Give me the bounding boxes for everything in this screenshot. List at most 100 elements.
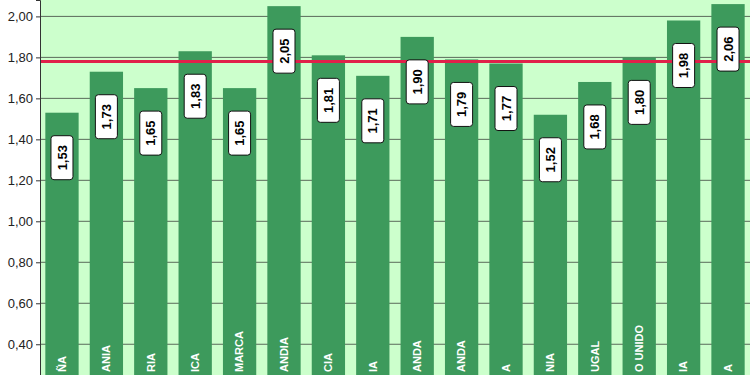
- bar: [445, 59, 478, 375]
- data-label-box: [451, 82, 473, 126]
- category-label: O UNIDO: [633, 325, 645, 373]
- category-label: ANDA: [455, 340, 467, 372]
- axis-line: [36, 1, 41, 375]
- data-label-box: [184, 74, 206, 118]
- data-label-box: [406, 60, 428, 104]
- tick-label: 1,60: [8, 91, 33, 106]
- data-label-group: 1,52: [539, 138, 561, 182]
- tick-mark: [36, 344, 40, 345]
- bar: [489, 64, 522, 375]
- category-label: MARCA: [233, 331, 245, 372]
- bar: [312, 55, 345, 375]
- tick-mark: [36, 98, 40, 99]
- data-label: 1,71: [365, 108, 380, 133]
- data-label-box: [584, 105, 606, 149]
- category-label: NIA: [544, 353, 556, 372]
- category-label: CIA: [322, 353, 334, 372]
- bar: [356, 76, 389, 375]
- data-label: 1,65: [232, 120, 247, 145]
- tick: 1,20: [8, 173, 40, 188]
- tick-label: 2,00: [8, 9, 33, 24]
- data-label-box: [628, 80, 650, 124]
- data-label: 1,73: [99, 104, 114, 129]
- category-label: ICA: [189, 353, 201, 372]
- data-label: 1,98: [676, 53, 691, 78]
- category-label: IA: [367, 361, 379, 372]
- tick-mark: [36, 139, 40, 140]
- chart: 0,400,600,801,001,201,401,601,802,001,53…: [0, 0, 750, 375]
- tick: 2,00: [8, 9, 40, 24]
- bar: [667, 20, 700, 375]
- y-axis: 0,400,600,801,001,201,401,601,802,00: [8, 1, 41, 375]
- data-label-box: [673, 43, 695, 87]
- tick: 1,80: [8, 50, 40, 65]
- bar: [578, 82, 611, 375]
- tick: 1,00: [8, 214, 40, 229]
- tick-label: 1,80: [8, 50, 33, 65]
- data-label: 1,81: [321, 88, 336, 113]
- grid-line: [40, 16, 750, 17]
- data-label-box: [273, 29, 295, 73]
- tick-label: 1,20: [8, 173, 33, 188]
- tick-mark: [36, 262, 40, 263]
- data-label-box: [362, 99, 384, 143]
- tick: 0,80: [8, 255, 40, 270]
- tick-mark: [36, 16, 40, 17]
- data-label-group: 1,71: [362, 99, 384, 143]
- data-label-group: 2,06: [717, 27, 739, 71]
- tick-mark: [36, 221, 40, 222]
- data-label: 1,53: [55, 145, 70, 170]
- bar: [401, 37, 434, 375]
- tick: 0,60: [8, 296, 40, 311]
- bar: [623, 57, 656, 375]
- category-label: RIA: [145, 353, 157, 372]
- bar: [45, 113, 78, 375]
- category-label: ÑA: [56, 356, 68, 372]
- data-label-group: 1,77: [495, 87, 517, 131]
- data-label-group: 1,68: [584, 105, 606, 149]
- data-label: 2,05: [277, 38, 292, 63]
- data-label-group: 1,80: [628, 80, 650, 124]
- data-label-box: [95, 95, 117, 139]
- bar: [179, 51, 212, 375]
- data-label-group: 1,98: [673, 43, 695, 87]
- data-label-box: [717, 27, 739, 71]
- tick: 0,40: [8, 337, 40, 352]
- data-label: 1,65: [143, 120, 158, 145]
- data-label-box: [317, 78, 339, 122]
- data-label: 1,77: [499, 96, 514, 121]
- tick: 1,60: [8, 91, 40, 106]
- category-label: ANDA: [411, 340, 423, 372]
- data-label-box: [51, 136, 73, 180]
- bar: [711, 4, 744, 375]
- data-label: 2,06: [721, 36, 736, 61]
- bar: [90, 72, 123, 375]
- data-label: 1,90: [410, 69, 425, 94]
- tick-label: 0,80: [8, 255, 33, 270]
- data-label-box: [229, 111, 251, 155]
- data-label-box: [495, 87, 517, 131]
- data-label: 1,79: [454, 92, 469, 117]
- data-label: 1,83: [188, 84, 203, 109]
- tick-mark: [36, 57, 40, 58]
- category-label: A: [500, 364, 512, 372]
- data-label-group: 1,90: [406, 60, 428, 104]
- data-label-group: 1,73: [95, 95, 117, 139]
- data-label-group: 1,83: [184, 74, 206, 118]
- tick-label: 0,40: [8, 337, 33, 352]
- category-label: UGAL: [589, 341, 601, 372]
- reference-line: [40, 60, 750, 63]
- plot-background: [40, 0, 750, 375]
- data-label-box: [140, 111, 162, 155]
- data-labels: 1,53 1,73 1,65 1,83 1,65 2,05 1,81 1,71 1,90 1,79…: [51, 27, 739, 182]
- data-label: 1,52: [543, 147, 558, 172]
- category-label: A: [722, 364, 734, 372]
- tick-label: 1,00: [8, 214, 33, 229]
- bar: [534, 115, 567, 375]
- category-labels: ÑAANIARIAICAMARCAANDIACIAIAANDAANDAANIAU…: [56, 325, 734, 373]
- tick-label: 0,60: [8, 296, 33, 311]
- data-label-group: 2,05: [273, 29, 295, 73]
- category-label: IA: [677, 361, 689, 372]
- bar: [134, 88, 167, 375]
- data-label: 1,80: [632, 90, 647, 115]
